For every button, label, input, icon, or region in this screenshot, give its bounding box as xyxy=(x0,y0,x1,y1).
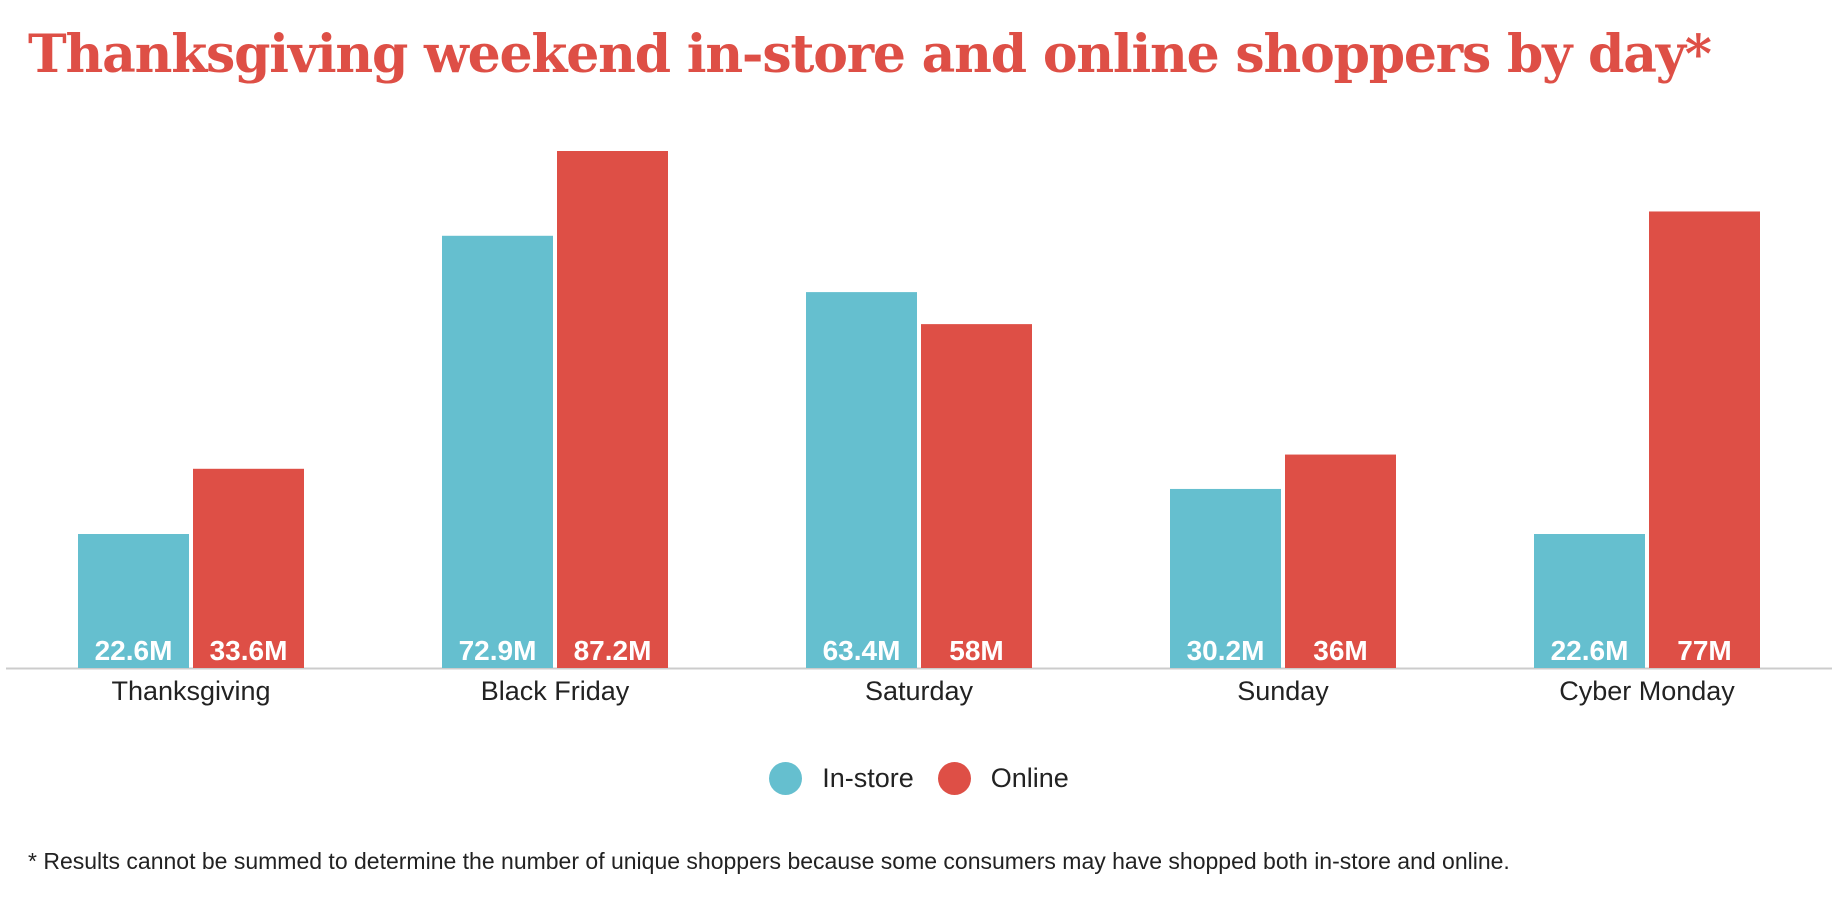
x-tick-label: Cyber Monday xyxy=(1559,676,1735,706)
bar-in-store xyxy=(1170,488,1281,668)
bar-in-store xyxy=(1534,534,1645,668)
data-label-in-store: 22.6M xyxy=(95,635,173,666)
data-label-in-store: 30.2M xyxy=(1187,635,1265,666)
data-label-in-store: 72.9M xyxy=(459,635,537,666)
bar-online xyxy=(193,468,304,668)
legend-label-online: Online xyxy=(990,763,1069,793)
bar-online xyxy=(557,151,668,668)
legend-label-in-store: In-store xyxy=(822,763,914,793)
legend-swatch-in-store xyxy=(769,762,803,795)
x-tick-label: Saturday xyxy=(865,676,974,706)
chart-title: Thanksgiving weekend in-store and online… xyxy=(28,24,1712,85)
data-label-in-store: 63.4M xyxy=(823,635,901,666)
bar-online xyxy=(1285,454,1396,668)
data-label-online: 58M xyxy=(949,635,1003,666)
x-tick-label: Black Friday xyxy=(481,676,630,706)
data-label-online: 87.2M xyxy=(574,635,652,666)
data-label-online: 36M xyxy=(1313,635,1367,666)
data-label-in-store: 22.6M xyxy=(1551,635,1629,666)
legend-item-in-store: In-store xyxy=(769,762,914,795)
bar-chart: 22.6M 33.6M Thanksgiving 72.9M 87.2M Black Fr… xyxy=(6,151,1832,706)
data-label-online: 33.6M xyxy=(210,635,288,666)
x-tick-label: Thanksgiving xyxy=(111,676,270,706)
bar-in-store xyxy=(78,534,189,668)
bar-in-store xyxy=(806,292,917,668)
legend-swatch-online xyxy=(937,762,971,795)
bar-in-store xyxy=(442,235,553,668)
legend-item-online: Online xyxy=(937,762,1069,795)
x-tick-label: Sunday xyxy=(1237,676,1329,706)
bar-online xyxy=(1649,211,1760,668)
data-label-online: 77M xyxy=(1677,635,1731,666)
legend: In-store Online xyxy=(0,762,1838,795)
bar-online xyxy=(921,324,1032,668)
footnote: * Results cannot be summed to determine … xyxy=(28,848,1510,874)
